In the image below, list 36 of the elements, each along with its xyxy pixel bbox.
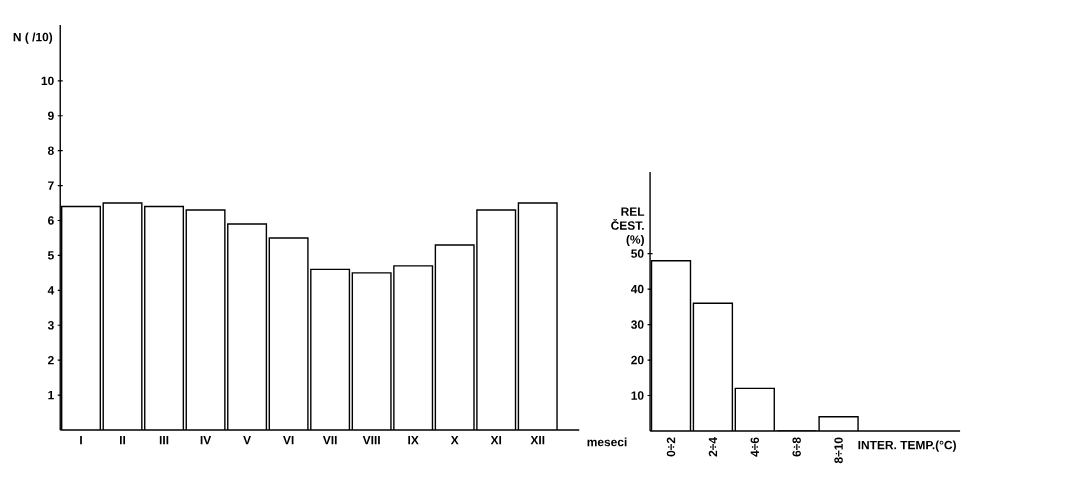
- x-tick-label: IX: [408, 436, 419, 445]
- y-tick-label: 8: [47, 146, 54, 155]
- x-tick-label: VII: [322, 436, 337, 445]
- x-tick-label: XI: [490, 436, 502, 445]
- x-tick-label: IV: [200, 436, 212, 445]
- y-tick-label: 10: [41, 76, 54, 86]
- y-tick-label: 40: [630, 284, 644, 294]
- x-tick-label: VI: [283, 436, 294, 445]
- y-tick-label: 30: [631, 320, 644, 329]
- y-tick-label: 6: [48, 216, 54, 225]
- x-tick-label: XII: [530, 436, 545, 445]
- y-tick-label: 4: [47, 286, 55, 295]
- y-tick-label: 10: [631, 391, 644, 400]
- x-tick-label: 0÷2: [666, 437, 676, 457]
- x-tick-label: 8÷10: [834, 437, 843, 464]
- y-tick-label: 7: [48, 181, 54, 190]
- y-tick-label: 50: [631, 249, 644, 258]
- y-tick-label: 20: [631, 355, 644, 365]
- x-tick-label: III: [159, 436, 169, 445]
- x-tick-label: V: [243, 436, 251, 445]
- y-axis-title: N ( /10): [13, 32, 53, 44]
- x-tick-label: X: [450, 436, 459, 445]
- x-tick-label: 6÷8: [792, 437, 801, 457]
- y-tick-label: 2: [48, 356, 54, 365]
- y-tick-label: 9: [48, 111, 54, 120]
- y-axis-title: REL ČEST. (%): [611, 207, 645, 247]
- y-tick-label: 5: [47, 251, 54, 260]
- x-tick-label: 4÷6: [750, 437, 760, 457]
- x-tick-label: 2÷4: [708, 437, 718, 457]
- x-tick-label: VIII: [362, 436, 380, 445]
- x-axis-title: INTER. TEMP.(°C): [858, 440, 956, 452]
- y-tick-label: 1: [48, 390, 54, 400]
- y-tick-label: 3: [47, 321, 54, 330]
- x-axis-title: meseci: [587, 437, 627, 447]
- x-tick-label: I: [80, 436, 82, 445]
- x-tick-label: II: [120, 436, 126, 445]
